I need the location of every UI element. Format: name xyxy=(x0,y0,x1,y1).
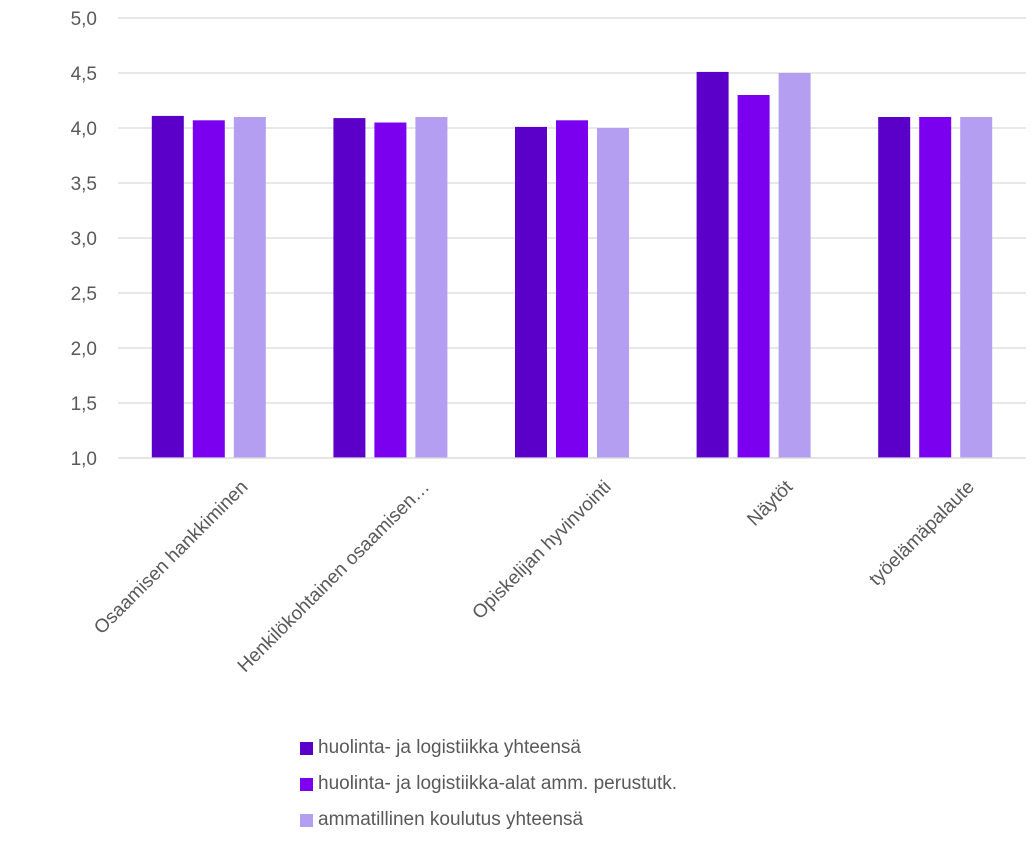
bar xyxy=(696,71,729,459)
bar xyxy=(556,120,588,459)
bars xyxy=(151,71,993,459)
bar xyxy=(415,117,448,458)
legend-swatch xyxy=(300,777,313,791)
y-tick-label: 4,5 xyxy=(71,64,97,85)
bar xyxy=(878,117,911,458)
legend-label: ammatillinen koulutus yhteensä xyxy=(318,809,584,830)
bar xyxy=(374,122,407,458)
bar xyxy=(778,73,811,458)
legend: huolinta- ja logistiikka yhteensä huolin… xyxy=(300,730,677,838)
legend-label: huolinta- ja logistiikka-alat amm. perus… xyxy=(318,773,678,794)
y-tick-label: 2,0 xyxy=(71,339,97,360)
y-tick-label: 1,0 xyxy=(71,449,97,470)
y-tick-label: 3,0 xyxy=(71,229,97,250)
x-tick-label: Osaamisen hankkiminen xyxy=(90,477,252,639)
bar xyxy=(737,95,770,458)
bar xyxy=(233,117,266,458)
bar xyxy=(333,118,366,458)
x-tick-label: Henkilökohtainen osaamisen… xyxy=(234,477,434,677)
legend-label: huolinta- ja logistiikka yhteensä xyxy=(318,737,581,758)
x-tick-label: työelämäpalaute xyxy=(865,477,978,590)
legend-swatch xyxy=(300,741,313,755)
legend-item: huolinta- ja logistiikka-alat amm. perus… xyxy=(300,766,677,802)
y-tick-label: 2,5 xyxy=(71,284,97,305)
y-tick-label: 4,0 xyxy=(71,119,97,140)
bar xyxy=(960,117,993,458)
legend-item: ammatillinen koulutus yhteensä xyxy=(300,802,677,838)
legend-item: huolinta- ja logistiikka yhteensä xyxy=(300,730,677,766)
x-tick-label: Näytöt xyxy=(743,476,797,530)
y-tick-label: 3,5 xyxy=(71,174,97,195)
x-tick-label: Opiskelijan hyvinvointi xyxy=(469,477,616,624)
bar xyxy=(192,120,225,459)
bar xyxy=(151,115,184,459)
y-tick-label: 1,5 xyxy=(71,394,97,415)
bar xyxy=(597,128,629,458)
y-axis: 1,0 1,5 2,0 2,5 3,0 3,5 4,0 4,5 5,0 xyxy=(71,9,97,470)
y-tick-label: 5,0 xyxy=(71,9,97,30)
bar xyxy=(919,117,952,458)
legend-swatch xyxy=(300,813,313,827)
bar xyxy=(515,126,547,459)
